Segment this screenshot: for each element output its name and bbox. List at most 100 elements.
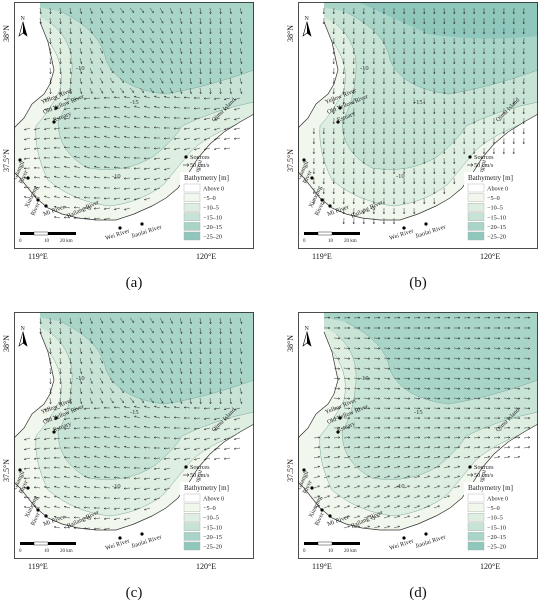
vector-arrowhead	[338, 316, 341, 319]
vector-arrow	[44, 447, 51, 450]
vector-arrowhead	[337, 475, 341, 478]
source-point	[424, 222, 428, 226]
legend-class-label: −5–0	[203, 195, 216, 202]
vector-arrow	[139, 67, 144, 73]
vector-arrowhead	[433, 202, 436, 205]
vector-arrow	[124, 146, 131, 149]
vector-arrow	[423, 357, 430, 359]
vector-arrowhead	[417, 465, 421, 468]
vector-arrowhead	[173, 137, 177, 140]
vector-arrowhead	[63, 437, 66, 440]
vector-arrow	[204, 97, 211, 99]
vector-arrowhead	[527, 387, 531, 390]
vector-arrow	[373, 397, 380, 399]
vector-arrow	[219, 337, 221, 344]
vector-arrow	[353, 437, 360, 439]
vector-arrowhead	[153, 95, 157, 98]
vector-arrow	[343, 367, 350, 370]
vector-arrowhead	[428, 416, 431, 420]
vector-arrowhead	[229, 51, 232, 55]
vector-arrowhead	[448, 426, 451, 429]
vector-arrowhead	[522, 102, 525, 105]
vector-arrow	[154, 116, 161, 119]
legend-class-label: −10–5	[203, 205, 219, 212]
vector-arrowhead	[141, 370, 145, 374]
vector-arrow	[214, 117, 221, 120]
vector-arrow	[99, 77, 104, 84]
panel-a: -10 -15 -10 -5 Yellow River Old Yellow River E…	[14, 2, 254, 249]
vector-arrow	[204, 417, 211, 420]
vector-arrowhead	[53, 505, 57, 508]
vector-arrowhead	[368, 436, 371, 439]
vector-arrow	[333, 456, 340, 459]
contour-10	[335, 333, 538, 480]
vector-arrow	[343, 485, 350, 489]
legend-swatch	[183, 193, 201, 202]
panel-d: -10 -15 -10 -5 Yellow River Old Yellow River E…	[298, 312, 538, 559]
vector-arrowhead	[463, 12, 466, 15]
vector-arrowhead	[39, 321, 42, 325]
vector-arrow	[184, 437, 191, 440]
vector-arrowhead	[357, 525, 361, 528]
vector-arrow	[214, 447, 221, 450]
vector-arrow	[189, 347, 192, 354]
vector-arrow	[363, 475, 370, 479]
vector-arrowhead	[209, 322, 212, 325]
vector-arrowhead	[240, 11, 243, 15]
scale-tick-20: 20 km	[344, 239, 357, 244]
vector-arrow	[373, 515, 380, 519]
vector-arrowhead	[73, 436, 76, 439]
vector-arrowhead	[203, 138, 207, 141]
vector-arrowhead	[113, 197, 117, 200]
vector-arrowhead	[240, 381, 243, 385]
vector-arrow	[209, 347, 211, 354]
vector-arrowhead	[131, 320, 135, 323]
vector-arrowhead	[103, 496, 106, 500]
vector-arrow	[523, 397, 530, 399]
vector-arrowhead	[402, 182, 406, 185]
vector-arrowhead	[413, 182, 416, 185]
vector-arrowhead	[447, 475, 451, 478]
vector-arrow	[179, 337, 182, 344]
vector-arrow	[229, 77, 232, 84]
vector-arrowhead	[213, 407, 217, 410]
vector-arrowhead	[90, 401, 93, 405]
vector-arrowhead	[90, 31, 93, 35]
vector-arrow	[224, 407, 231, 410]
vector-arrowhead	[189, 61, 192, 65]
vector-arrowhead	[103, 507, 106, 510]
vector-arrow	[323, 446, 330, 449]
vector-arrowhead	[203, 407, 206, 410]
vector-arrowhead	[131, 60, 135, 63]
vector-arrowhead	[453, 82, 456, 85]
vector-arrow	[74, 417, 81, 420]
vector-arrow	[109, 387, 114, 394]
vector-arrow	[74, 466, 81, 469]
vector-arrow	[199, 67, 201, 74]
vector-arrowhead	[59, 52, 62, 55]
vector-arrowhead	[151, 320, 154, 324]
vector-arrow	[139, 87, 144, 93]
vector-arrowhead	[492, 132, 496, 135]
vector-arrowhead	[357, 357, 361, 360]
vector-arrowhead	[133, 425, 137, 428]
vector-arrowhead	[482, 122, 486, 125]
vector-arrow	[109, 337, 114, 344]
vector-arrowhead	[199, 381, 202, 385]
vector-arrow	[124, 426, 131, 429]
vector-arrow	[423, 505, 430, 509]
vector-arrowhead	[213, 428, 217, 431]
vector-arrowhead	[59, 342, 62, 345]
vector-arrowhead	[23, 477, 26, 480]
vector-arrowhead	[482, 72, 486, 75]
vector-arrow	[393, 437, 400, 439]
vector-arrowhead	[219, 41, 222, 45]
vector-arrowhead	[348, 316, 351, 319]
vector-arrow	[59, 27, 61, 34]
vector-arrow	[403, 505, 410, 509]
vector-arrow	[383, 475, 390, 479]
vector-arrowhead	[133, 167, 136, 170]
vector-arrowhead	[342, 122, 345, 125]
vector-arrowhead	[113, 517, 117, 521]
vector-arrow	[39, 327, 42, 334]
